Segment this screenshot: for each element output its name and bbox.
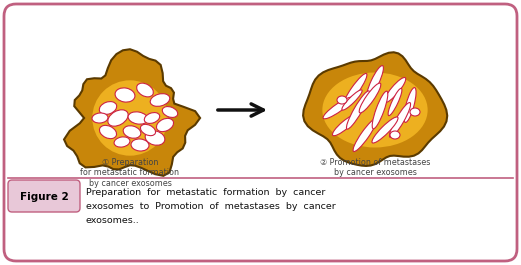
Ellipse shape: [372, 91, 388, 129]
Ellipse shape: [323, 97, 353, 119]
Ellipse shape: [162, 107, 178, 117]
Ellipse shape: [372, 117, 398, 143]
Ellipse shape: [108, 110, 128, 126]
Ellipse shape: [404, 88, 416, 122]
Ellipse shape: [114, 137, 130, 147]
Ellipse shape: [359, 83, 381, 113]
Ellipse shape: [322, 73, 428, 148]
Ellipse shape: [337, 96, 347, 104]
Ellipse shape: [332, 114, 357, 136]
FancyBboxPatch shape: [8, 180, 80, 212]
Ellipse shape: [367, 66, 383, 98]
Text: Preparation  for  metastatic  formation  by  cancer: Preparation for metastatic formation by …: [86, 188, 326, 197]
Ellipse shape: [144, 113, 160, 123]
Ellipse shape: [100, 101, 117, 114]
Ellipse shape: [390, 131, 400, 139]
Ellipse shape: [131, 139, 149, 151]
Ellipse shape: [137, 83, 153, 97]
Text: ② Promotion of metastases
by cancer exosomes: ② Promotion of metastases by cancer exos…: [320, 158, 430, 177]
Ellipse shape: [346, 91, 369, 129]
Text: exosomes..: exosomes..: [86, 216, 140, 225]
Text: exosomes  to  Promotion  of  metastases  by  cancer: exosomes to Promotion of metastases by c…: [86, 202, 336, 211]
Ellipse shape: [342, 90, 362, 110]
Ellipse shape: [410, 108, 420, 116]
Ellipse shape: [123, 126, 141, 138]
Ellipse shape: [150, 94, 170, 106]
FancyBboxPatch shape: [4, 4, 517, 261]
Ellipse shape: [92, 80, 168, 156]
Ellipse shape: [92, 113, 108, 123]
Polygon shape: [303, 52, 447, 166]
Ellipse shape: [156, 118, 173, 132]
Polygon shape: [64, 49, 200, 176]
Text: Figure 2: Figure 2: [20, 192, 68, 202]
Ellipse shape: [353, 118, 377, 152]
Text: ① Preparation
for metastatic formation
by cancer exosomes: ① Preparation for metastatic formation b…: [81, 158, 180, 188]
Ellipse shape: [100, 125, 117, 139]
Ellipse shape: [145, 131, 165, 145]
Ellipse shape: [343, 73, 367, 107]
Ellipse shape: [128, 112, 148, 124]
Ellipse shape: [389, 103, 411, 138]
Ellipse shape: [115, 88, 135, 102]
Ellipse shape: [388, 88, 402, 116]
Ellipse shape: [141, 124, 156, 136]
Ellipse shape: [384, 77, 406, 103]
